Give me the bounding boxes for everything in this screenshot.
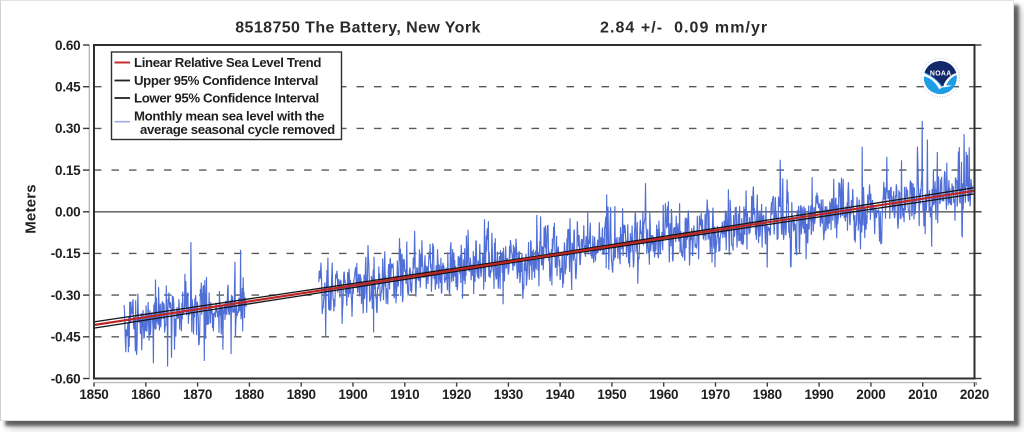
svg-text:0.45: 0.45 [55,80,81,95]
svg-text:1960: 1960 [649,387,678,402]
svg-text:2020: 2020 [960,387,989,402]
svg-text:1950: 1950 [597,387,626,402]
svg-text:0.00: 0.00 [55,205,80,220]
svg-text:1890: 1890 [287,387,316,402]
svg-text:2010: 2010 [908,387,937,402]
svg-text:1860: 1860 [131,387,160,402]
svg-text:8518750 The Battery, New York: 8518750 The Battery, New York [235,20,481,37]
svg-text:0.60: 0.60 [55,38,80,53]
svg-text:-0.30: -0.30 [51,288,81,303]
svg-text:0.15: 0.15 [55,163,81,178]
svg-text:1870: 1870 [183,387,212,402]
svg-text:1940: 1940 [545,387,574,402]
svg-text:1850: 1850 [79,387,108,402]
svg-text:0.30: 0.30 [55,121,80,136]
svg-text:Upper 95% Confidence Interval: Upper 95% Confidence Interval [134,73,318,88]
svg-text:Meters: Meters [23,184,40,234]
svg-text:2.84 +/- 0.09 mm/yr: 2.84 +/- 0.09 mm/yr [600,20,768,37]
svg-text:1900: 1900 [338,387,367,402]
svg-text:1970: 1970 [701,387,730,402]
svg-text:1980: 1980 [753,387,782,402]
svg-text:1990: 1990 [804,387,833,402]
svg-text:1930: 1930 [494,387,523,402]
svg-text:-0.45: -0.45 [51,330,81,345]
svg-text:NOAA: NOAA [930,70,952,77]
svg-text:Linear Relative Sea Level Tren: Linear Relative Sea Level Trend [134,55,321,70]
svg-text:-0.15: -0.15 [51,246,81,261]
svg-text:-0.60: -0.60 [51,371,81,386]
svg-text:Monthly mean sea level with th: Monthly mean sea level with the [134,109,324,124]
svg-text:1910: 1910 [390,387,419,402]
svg-text:Lower 95% Confidence Interval: Lower 95% Confidence Interval [134,91,319,106]
svg-text:1920: 1920 [442,387,471,402]
svg-text:1880: 1880 [235,387,264,402]
svg-text:average seasonal cycle removed: average seasonal cycle removed [140,122,335,137]
svg-text:2000: 2000 [856,387,885,402]
